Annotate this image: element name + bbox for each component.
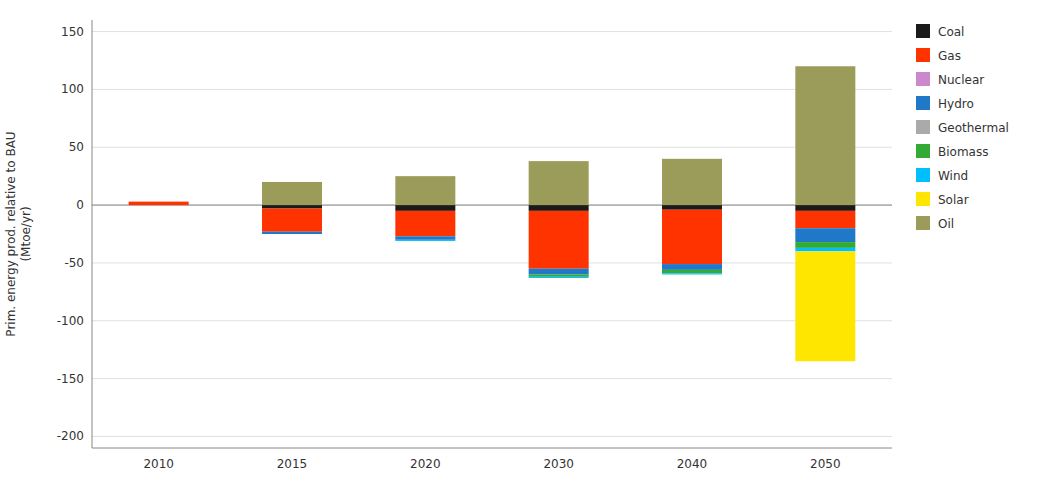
x-tick-label: 2010: [143, 457, 174, 471]
bar-segment: [529, 161, 589, 205]
legend-swatch: [916, 192, 930, 206]
bar-segment: [795, 228, 855, 242]
bar-segment: [395, 176, 455, 205]
bar-segment: [129, 205, 189, 206]
bar-segment: [662, 274, 722, 275]
legend: Coal Gas Nuclear Hydro Geothermal Biomass Wind…: [916, 24, 1009, 231]
bar-segment: [795, 66, 855, 205]
grid-line: [92, 378, 892, 379]
y-tick-label: -50: [64, 256, 84, 270]
grid: [92, 32, 892, 437]
bar-segment: [529, 211, 589, 269]
legend-swatch: [916, 24, 930, 38]
y-tick-label: -100: [57, 314, 84, 328]
x-tick-label: 2015: [277, 457, 308, 471]
x-tick-label: 2030: [543, 457, 574, 471]
bar-segment: [795, 211, 855, 228]
bar-segment: [129, 202, 189, 205]
x-axis-line: [92, 448, 892, 449]
y-tick-label: 150: [61, 25, 84, 39]
bar-segment: [395, 211, 455, 236]
bar-segment: [662, 264, 722, 270]
bar-segment: [129, 205, 189, 206]
bar-segment: [129, 205, 189, 206]
bar-segment: [129, 205, 189, 206]
bar-segment: [662, 159, 722, 205]
bar-segment: [529, 205, 589, 211]
legend-swatch: [916, 120, 930, 134]
bar-segment: [795, 251, 855, 361]
chart: -200 -150 -100 -50 0 50 100 150 2010 2015 2020 2030…: [0, 0, 1062, 490]
y-axis-line: [92, 20, 93, 448]
bar-segment: [395, 205, 455, 211]
y-axis-label-line: (Mtoe/yr): [19, 206, 33, 261]
bar-segment: [129, 205, 189, 206]
legend-label: Coal: [938, 25, 964, 39]
bar-segment: [395, 240, 455, 241]
bar-segment: [262, 234, 322, 235]
grid-line: [92, 262, 892, 263]
grid-line: [92, 436, 892, 437]
bar-segment: [262, 234, 322, 235]
grid-line: [92, 31, 892, 32]
y-tick-label: -200: [57, 429, 84, 443]
y-tick-label: -150: [57, 372, 84, 386]
bar-segment: [262, 182, 322, 205]
legend-swatch: [916, 48, 930, 62]
legend-label: Solar: [938, 193, 969, 207]
y-tick-label: 50: [69, 140, 84, 154]
grid-line: [92, 320, 892, 321]
y-tick-label: 100: [61, 82, 84, 96]
bar-segment: [262, 234, 322, 235]
zero-line: [92, 205, 892, 206]
bar-segment: [395, 239, 455, 240]
bar-segment: [262, 205, 322, 208]
legend-label: Geothermal: [938, 121, 1009, 135]
y-axis-label-line: Prim. energy prod. relative to BAU: [4, 131, 18, 336]
bar-segment: [395, 236, 455, 239]
legend-label: Oil: [938, 217, 954, 231]
grid-line: [92, 205, 892, 206]
legend-swatch: [916, 216, 930, 230]
legend-label: Biomass: [938, 145, 988, 159]
x-tick-label: 2050: [810, 457, 841, 471]
legend-label: Nuclear: [938, 73, 984, 87]
bar-segment: [529, 277, 589, 278]
bar-segment: [795, 248, 855, 251]
bars: [129, 66, 856, 361]
bar-segment: [129, 205, 189, 206]
y-tick-label: 0: [76, 198, 84, 212]
bar-segment: [662, 270, 722, 273]
x-tick-label: 2040: [677, 457, 708, 471]
legend-label: Hydro: [938, 97, 974, 111]
bar-segment: [529, 269, 589, 275]
bar-segment: [395, 240, 455, 241]
grid-line: [92, 89, 892, 90]
bar-segment: [795, 242, 855, 248]
legend-swatch: [916, 96, 930, 110]
bar-segment: [395, 239, 455, 240]
y-axis-label: Prim. energy prod. relative to BAU(Mtoe/…: [4, 131, 33, 336]
grid-line: [92, 147, 892, 148]
legend-label: Wind: [938, 169, 968, 183]
bar-segment: [662, 273, 722, 274]
legend-swatch: [916, 168, 930, 182]
x-tick-label: 2020: [410, 457, 441, 471]
bar-segment: [129, 205, 189, 206]
bar-segment: [529, 277, 589, 278]
bar-segment: [262, 234, 322, 235]
legend-label: Gas: [938, 49, 961, 63]
legend-swatch: [916, 144, 930, 158]
axes: -200 -150 -100 -50 0 50 100 150 2010 2015 2020 2030…: [57, 20, 892, 471]
bar-segment: [795, 205, 855, 211]
bar-segment: [262, 209, 322, 232]
bar-segment: [262, 232, 322, 234]
bar-segment: [662, 210, 722, 264]
bar-segment: [529, 274, 589, 276]
bar-segment: [662, 205, 722, 210]
legend-swatch: [916, 72, 930, 86]
